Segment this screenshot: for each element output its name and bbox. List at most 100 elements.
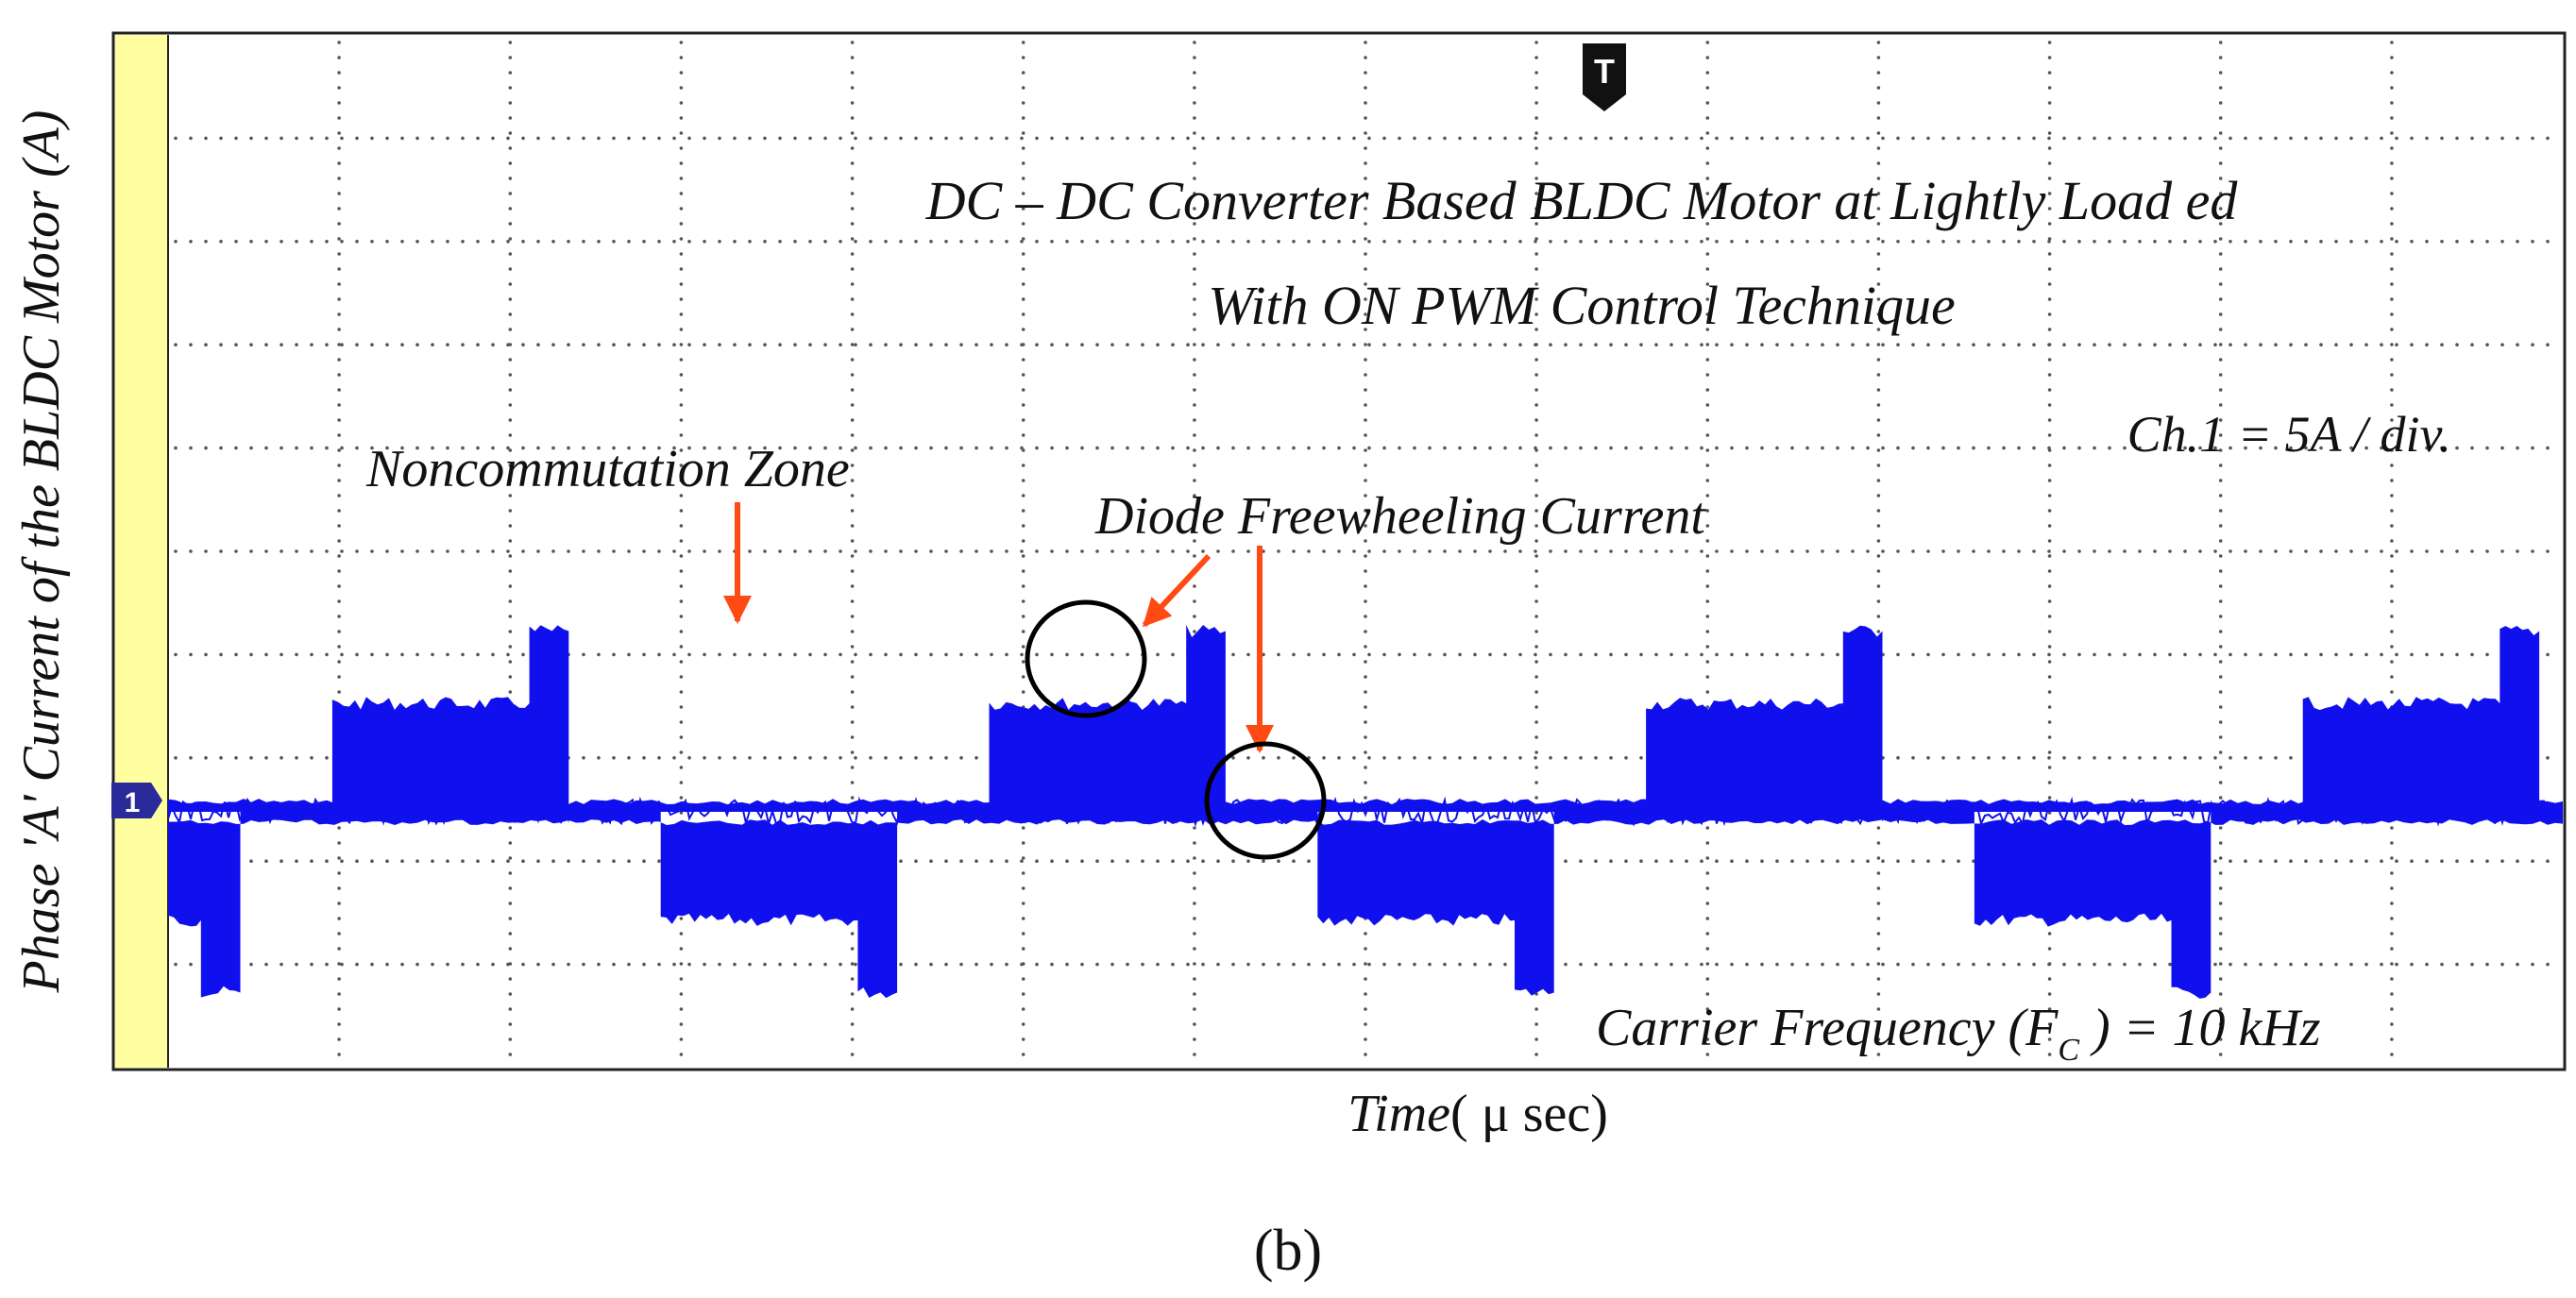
grid-dot [1987,446,1991,450]
grid-dot [1021,645,1025,649]
grid-dot [679,267,684,271]
grid-dot [1805,446,1809,450]
grid-dot [642,136,646,141]
grid-dot [280,549,283,553]
grid-dot [1110,136,1114,141]
grid-dot [1193,312,1196,316]
grid-dot [385,652,389,657]
grid-dot [2244,859,2247,863]
grid-dot [2047,781,2052,784]
grid-dot [2047,86,2052,90]
grid-dot [1534,569,1538,573]
grid-dot [582,343,585,347]
grid-dot [264,962,268,967]
grid-dot [295,859,298,863]
grid-dot [355,962,359,967]
grid-dot [2218,539,2223,543]
grid-dot [718,446,721,450]
grid-dot [1639,549,1643,553]
grid-dot [280,240,283,244]
grid-dot [1050,136,1054,141]
left-channel-band [115,35,168,1068]
grid-dot [884,343,888,347]
grid-dot [2390,917,2394,920]
grid-dot [2138,136,2142,141]
grid-dot [2485,859,2489,863]
grid-dot [2304,446,2308,450]
grid-dot [1866,446,1870,450]
grid-dot [219,756,223,760]
grid-dot [1876,146,1881,150]
grid-dot [174,446,178,450]
grid-dot [839,652,842,657]
grid-dot [2123,343,2127,347]
grid-dot [491,343,495,347]
grid-dot [1534,373,1538,377]
grid-dot [1760,652,1764,657]
grid-dot [642,549,646,553]
grid-dot [2062,136,2066,141]
grid-dot [1579,136,1583,141]
grid-dot [679,554,684,558]
grid-dot [990,549,993,553]
grid-dot [1488,962,1492,967]
grid-dot [1609,756,1613,760]
grid-dot [1745,136,1749,141]
grid-dot [355,136,359,141]
grid-dot [355,446,359,450]
grid-dot [2440,962,2444,967]
grid-dot [551,549,555,553]
grid-dot [310,446,314,450]
grid-dot [2017,652,2021,657]
grid-dot [1534,766,1538,769]
grid-dot [2218,343,2223,346]
grid-dot [1705,297,1710,301]
grid-dot [2274,446,2278,450]
grid-dot [1186,343,1190,347]
grid-dot [1262,652,1265,657]
grid-dot [823,756,827,760]
grid-dot [1458,962,1462,967]
grid-dot [1364,690,1367,694]
grid-dot [1805,240,1809,244]
grid-dot [249,756,253,760]
grid-dot [1262,859,1265,863]
grid-dot [1775,343,1779,347]
grid-dot [1534,418,1538,422]
grid-dot [679,524,684,528]
grid-dot [2364,343,2368,347]
grid-dot [491,859,495,863]
grid-dot [1705,675,1710,679]
grid-dot [491,652,495,657]
grid-dot [355,343,359,347]
grid-dot [1156,859,1160,863]
grid-dot [679,660,684,664]
grid-dot [1760,136,1764,141]
grid-dot [582,136,585,141]
grid-dot [1095,962,1099,967]
grid-dot [679,932,684,936]
grid-dot [2319,652,2323,657]
grid-dot [1534,312,1538,316]
grid-dot [1876,599,1881,603]
grid-dot [370,859,374,863]
grid-dot [1080,446,1084,450]
grid-dot [929,549,933,553]
grid-dot [2390,509,2394,513]
grid-dot [679,41,684,44]
grid-dot [2531,859,2534,863]
grid-dot [2218,750,2223,754]
grid-dot [1367,962,1371,967]
grid-dot [679,917,684,920]
grid-dot [1364,328,1367,331]
grid-dot [869,756,873,760]
grid-dot [793,962,797,967]
grid-dot [2380,549,2383,553]
grid-dot [1624,756,1628,760]
grid-dot [2218,312,2223,316]
grid-dot [1876,418,1881,422]
grid-dot [1364,237,1367,241]
grid-dot [2168,756,2172,760]
grid-dot [1337,240,1341,244]
grid-dot [1193,328,1196,331]
